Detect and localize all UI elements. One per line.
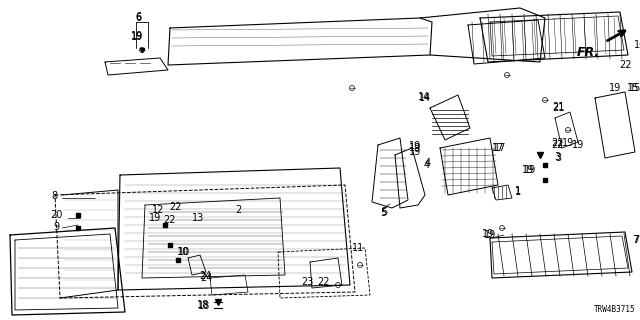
Text: 15: 15 xyxy=(627,83,639,93)
Text: 1: 1 xyxy=(515,186,521,196)
Text: 4: 4 xyxy=(425,158,431,168)
Text: 19: 19 xyxy=(131,31,143,41)
Text: 19: 19 xyxy=(562,138,574,148)
Text: 6: 6 xyxy=(135,13,141,23)
Text: 19: 19 xyxy=(482,229,494,239)
Text: 19: 19 xyxy=(572,140,584,150)
Text: 19: 19 xyxy=(149,213,161,223)
Text: 24: 24 xyxy=(199,271,211,281)
Text: 19: 19 xyxy=(409,147,421,157)
Text: 9: 9 xyxy=(53,222,59,232)
Text: 19: 19 xyxy=(524,165,536,175)
Text: 5: 5 xyxy=(381,207,387,217)
Text: 17: 17 xyxy=(494,143,506,153)
Text: 7: 7 xyxy=(633,235,639,245)
Text: 22: 22 xyxy=(317,277,329,287)
Text: 19: 19 xyxy=(522,165,534,175)
Text: 7: 7 xyxy=(632,235,638,245)
Text: 22: 22 xyxy=(169,202,181,212)
Text: 5: 5 xyxy=(380,208,386,218)
Text: FR.: FR. xyxy=(577,46,600,59)
Text: 22: 22 xyxy=(619,60,631,70)
Text: 22: 22 xyxy=(552,138,564,148)
Text: 3: 3 xyxy=(554,152,560,162)
Text: 22: 22 xyxy=(164,215,176,225)
Text: 19: 19 xyxy=(609,83,621,93)
Text: 18: 18 xyxy=(198,301,210,311)
Text: 6: 6 xyxy=(135,12,141,22)
Text: 24: 24 xyxy=(200,273,212,283)
Text: 4: 4 xyxy=(424,160,430,170)
Text: 14: 14 xyxy=(418,92,430,102)
Text: 20: 20 xyxy=(50,210,62,220)
Text: TRW4B3715: TRW4B3715 xyxy=(595,305,636,314)
Text: 1: 1 xyxy=(515,187,521,197)
Text: 10: 10 xyxy=(178,247,190,257)
Text: 18: 18 xyxy=(197,300,209,310)
Text: 19: 19 xyxy=(131,32,143,42)
Text: 21: 21 xyxy=(552,102,564,112)
Text: 10: 10 xyxy=(177,247,189,257)
Text: 19: 19 xyxy=(484,230,496,240)
Text: 2: 2 xyxy=(235,205,241,215)
Text: 22: 22 xyxy=(552,140,564,150)
Text: 15: 15 xyxy=(629,83,640,93)
Text: 19: 19 xyxy=(409,143,421,153)
Text: 12: 12 xyxy=(152,205,164,215)
Text: 14: 14 xyxy=(419,93,431,103)
Text: 13: 13 xyxy=(192,213,204,223)
Text: 11: 11 xyxy=(352,243,364,253)
Text: 16: 16 xyxy=(634,40,640,50)
Text: 19: 19 xyxy=(409,141,421,151)
Text: 23: 23 xyxy=(301,277,313,287)
Text: 17: 17 xyxy=(492,143,504,153)
Text: 8: 8 xyxy=(51,191,57,201)
Text: 21: 21 xyxy=(552,103,564,113)
Text: 3: 3 xyxy=(555,153,561,163)
